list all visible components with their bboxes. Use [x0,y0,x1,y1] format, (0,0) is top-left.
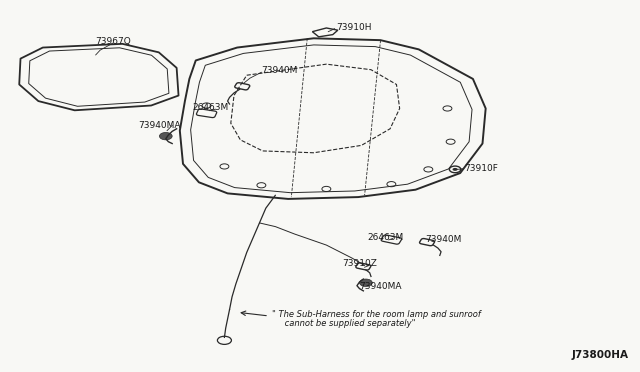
Text: 73910F: 73910F [464,164,498,173]
Text: 73940MA: 73940MA [360,282,402,291]
Text: " The Sub-Harness for the room lamp and sunroof: " The Sub-Harness for the room lamp and … [272,310,481,319]
Text: cannot be supplied separately": cannot be supplied separately" [282,319,415,328]
Text: 73940M: 73940M [425,235,461,244]
Circle shape [452,168,458,171]
Text: 73940MA: 73940MA [138,121,181,129]
Circle shape [360,279,372,286]
Text: 73910H: 73910H [336,23,371,32]
Text: 73940M: 73940M [261,66,298,75]
Text: 73910Z: 73910Z [342,259,377,268]
Text: 26463M: 26463M [193,103,229,112]
Text: 73967Q: 73967Q [95,37,131,46]
Text: 26463M: 26463M [368,233,404,242]
Text: J73800HA: J73800HA [572,350,629,359]
Circle shape [159,132,172,140]
